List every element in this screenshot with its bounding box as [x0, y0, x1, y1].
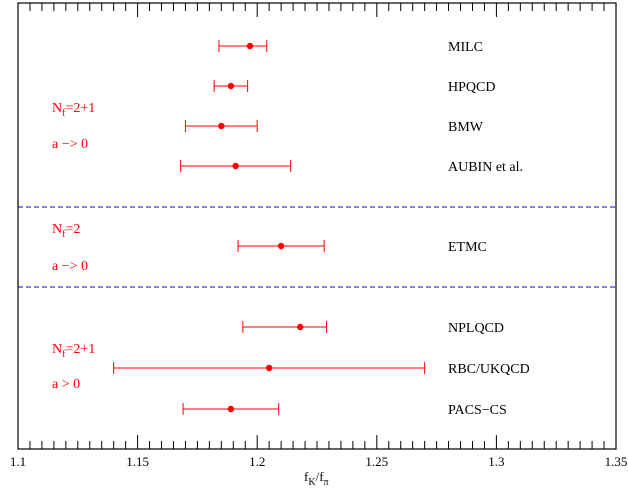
data-point — [113, 362, 426, 374]
group-spacing-label: a −> 0 — [52, 259, 88, 274]
point-marker — [277, 242, 285, 250]
experiment-label: HPQCD — [448, 80, 495, 95]
experiment-label: PACS−CS — [448, 403, 507, 418]
experiment-label: NPLQCD — [448, 321, 504, 336]
experiment-label: BMW — [448, 120, 484, 135]
data-point — [213, 80, 249, 92]
data-point — [182, 403, 280, 415]
experiment-label: MILC — [448, 40, 483, 55]
point-marker — [227, 405, 235, 413]
point-marker — [218, 122, 225, 130]
x-axis-title-main: f — [304, 469, 309, 484]
x-axis-title-sub2: π — [324, 477, 329, 488]
group-flavor-label: Nf=2+1 — [52, 101, 95, 119]
point-marker — [246, 42, 254, 50]
x-tick-label: 1.35 — [605, 454, 628, 469]
x-axis-title-sub1: K — [308, 477, 316, 488]
experiment-labels: MILC HPQCD BMW AUBIN et al. ETMC NPLQCD RBC/UK… — [448, 40, 530, 418]
data-point — [218, 40, 268, 52]
point-marker — [227, 82, 235, 90]
experiment-label: ETMC — [448, 240, 487, 255]
plot-frame — [17, 2, 617, 450]
x-tick-label: 1.25 — [365, 454, 388, 469]
group-label: Nf=2+1 a > 0 — [52, 342, 95, 392]
x-axis-tick-labels: 1.1 1.15 1.2 1.25 1.3 1.35 — [10, 454, 628, 469]
data-point — [242, 321, 328, 333]
group-spacing-label: a > 0 — [52, 377, 80, 392]
x-tick-label: 1.3 — [488, 454, 504, 469]
data-point — [180, 160, 292, 172]
x-tick-label: 1.2 — [249, 454, 265, 469]
group-label: Nf=2+1 a −> 0 — [52, 101, 95, 152]
data-points — [113, 40, 426, 415]
x-axis-title: fK/fπ — [304, 469, 329, 488]
x-axis-title-sep: /f — [316, 469, 325, 484]
data-point — [237, 240, 325, 252]
x-tick-label: 1.1 — [10, 454, 26, 469]
group-flavor-label: Nf=2+1 — [52, 342, 95, 360]
group-spacing-label: a −> 0 — [52, 137, 88, 152]
point-marker — [232, 162, 239, 170]
group-flavor-label: Nf=2 — [52, 222, 80, 240]
point-marker — [297, 323, 304, 331]
point-marker — [265, 364, 273, 372]
experiment-label: RBC/UKQCD — [448, 362, 530, 377]
data-point — [184, 120, 258, 132]
group-label: Nf=2 a −> 0 — [52, 222, 88, 274]
x-tick-label: 1.15 — [126, 454, 149, 469]
group-labels: Nf=2+1 a −> 0 Nf=2 a −> 0 Nf=2+1 a > 0 — [52, 101, 95, 392]
x-axis-ticks — [17, 3, 617, 449]
experiment-label: AUBIN et al. — [448, 160, 523, 175]
group-separators — [18, 206, 616, 288]
